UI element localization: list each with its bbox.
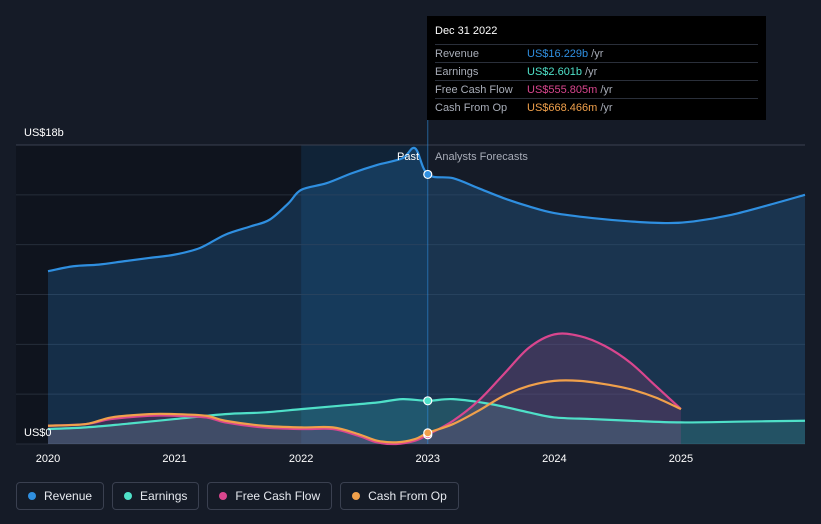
x-tick-label: 2021 [162, 453, 186, 465]
tooltip-unit: /yr [600, 101, 613, 114]
cash-from-op-line [47, 379, 682, 444]
earnings-line [47, 397, 806, 431]
tooltip-unit: /yr [591, 47, 604, 60]
legend-label: Free Cash Flow [235, 489, 321, 503]
tooltip-date: Dec 31 2022 [435, 25, 498, 37]
series-lines [47, 146, 806, 446]
legend: Revenue Earnings Free Cash Flow Cash Fro… [16, 482, 459, 510]
free-cash-flow-line [47, 332, 682, 446]
earnings-point[interactable] [423, 396, 433, 406]
tooltip-label: Earnings [435, 65, 479, 78]
legend-label: Cash From Op [368, 489, 447, 503]
x-tick-label: 2023 [416, 453, 440, 465]
tooltip-row-cash-from-op: Cash From Op US$668.466m /yr [435, 98, 758, 116]
x-tick-label: 2025 [669, 453, 693, 465]
x-tick-label: 2024 [542, 453, 566, 465]
y-tick-bottom: US$0 [24, 427, 52, 439]
tooltip-row-free-cash-flow: Free Cash Flow US$555.805m /yr [435, 80, 758, 98]
tooltip: Dec 31 2022 Revenue US$16.229b /yr Earni… [427, 16, 766, 120]
earnings-dot-icon [124, 492, 133, 500]
tooltip-value: US$16.229b [527, 47, 589, 60]
revenue-dot-icon [28, 492, 36, 500]
tooltip-label: Revenue [435, 47, 480, 60]
past-label: Past [397, 151, 419, 163]
forecast-label: Analysts Forecasts [435, 151, 528, 163]
tooltip-row-revenue: Revenue US$16.229b /yr [435, 44, 758, 62]
cash-from-op-dot-icon [352, 492, 361, 500]
series-areas [48, 147, 805, 445]
revenue-line [47, 146, 806, 273]
x-axis-ticks: 2020 2021 2022 2023 2024 2025 [36, 453, 693, 465]
tooltip-label: Free Cash Flow [435, 83, 513, 96]
cash-from-op-point[interactable] [423, 428, 433, 438]
legend-item-revenue[interactable]: Revenue [16, 482, 105, 510]
legend-label: Earnings [140, 489, 188, 503]
revenue-area [48, 147, 805, 444]
free-cash-flow-dot-icon [219, 492, 228, 500]
tooltip-value: US$2.601b [527, 65, 583, 78]
y-tick-top: US$18b [24, 127, 64, 139]
tooltip-value: US$555.805m [527, 83, 598, 96]
legend-label: Revenue [44, 489, 93, 503]
legend-item-earnings[interactable]: Earnings [112, 482, 200, 510]
tooltip-label: Cash From Op [435, 101, 508, 114]
legend-item-free-cash-flow[interactable]: Free Cash Flow [207, 482, 333, 510]
tooltip-value: US$668.466m [527, 101, 598, 114]
free-cash-flow-area [48, 333, 681, 445]
revenue-point[interactable] [423, 169, 433, 180]
earnings-area [48, 399, 805, 444]
x-tick-label: 2020 [36, 453, 60, 465]
highlight-points [423, 169, 433, 440]
tooltip-row-earnings: Earnings US$2.601b /yr [435, 62, 758, 80]
legend-item-cash-from-op[interactable]: Cash From Op [340, 482, 459, 510]
tooltip-unit: /yr [600, 83, 613, 96]
tooltip-unit: /yr [585, 65, 598, 78]
gridlines [16, 144, 805, 445]
x-tick-label: 2022 [289, 453, 313, 465]
